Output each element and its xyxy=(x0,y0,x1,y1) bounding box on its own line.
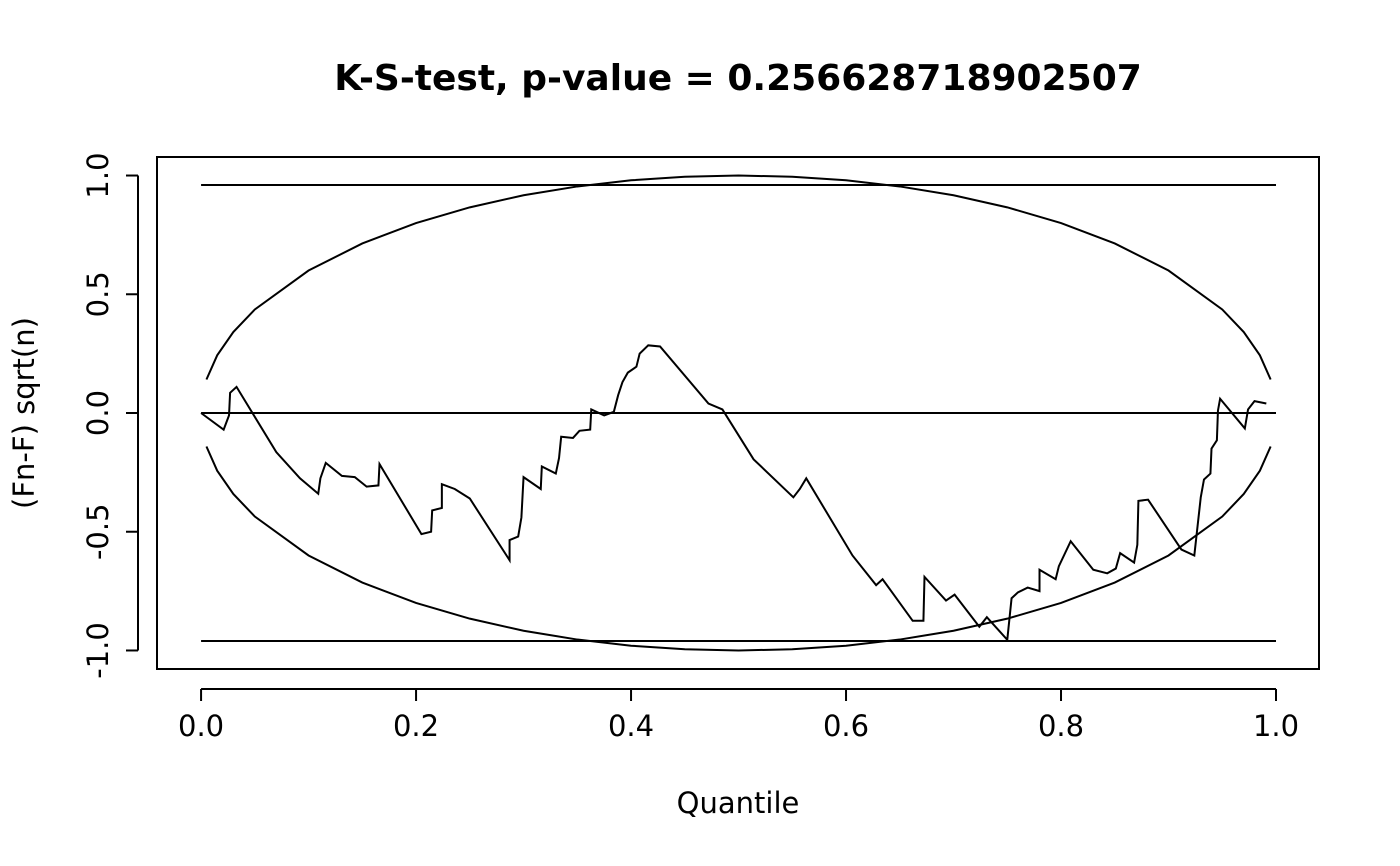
series-line xyxy=(205,446,1272,652)
x-tick-label: 1.0 xyxy=(1253,709,1299,743)
chart-title: K-S-test, p-value = 0.256628718902507 xyxy=(334,58,1142,99)
y-tick-label: -0.5 xyxy=(81,503,115,560)
y-tick-label: 0.5 xyxy=(81,271,115,317)
x-tick-label: 0.0 xyxy=(178,709,224,743)
x-axis-label: Quantile xyxy=(677,786,800,820)
plot-box xyxy=(156,156,1320,670)
x-tick-label: 0.2 xyxy=(393,709,439,743)
series-line xyxy=(200,344,1267,643)
x-tick-label: 0.8 xyxy=(1038,709,1084,743)
y-axis-label: (Fn-F) sqrt(n) xyxy=(7,317,41,509)
x-tick-label: 0.4 xyxy=(608,709,654,743)
x-tick-label: 0.6 xyxy=(823,709,869,743)
y-tick-label: 0.0 xyxy=(81,390,115,436)
series-line xyxy=(205,174,1272,380)
y-tick-label: 1.0 xyxy=(81,152,115,198)
y-tick-label: -1.0 xyxy=(81,622,115,679)
